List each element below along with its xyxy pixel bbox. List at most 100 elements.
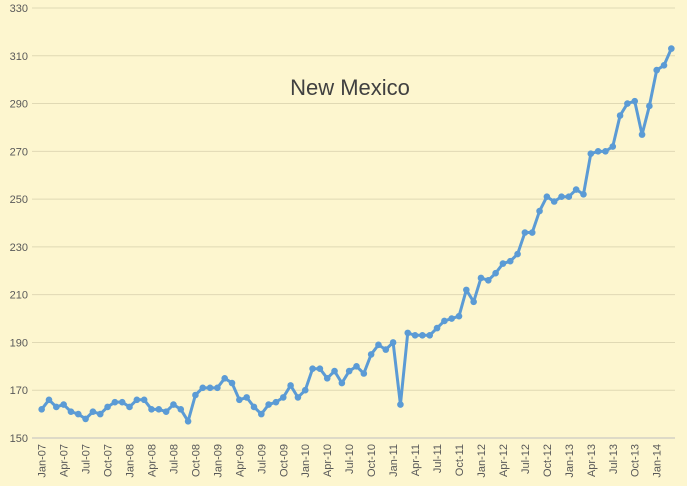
- data-point: [433, 324, 441, 332]
- data-point: [506, 257, 514, 265]
- data-point: [155, 406, 163, 413]
- x-tick-label: Oct-10: [366, 444, 378, 477]
- y-tick-label: 250: [10, 194, 28, 206]
- data-point: [521, 229, 529, 236]
- data-point: [104, 403, 111, 411]
- data-point: [148, 406, 155, 413]
- data-point: [536, 207, 543, 215]
- chart-title: New Mexico: [290, 75, 410, 100]
- data-point: [389, 339, 397, 346]
- data-point: [279, 394, 287, 401]
- y-tick-label: 170: [10, 385, 28, 397]
- x-tick-label: Jan-14: [652, 444, 664, 478]
- data-point: [133, 396, 141, 404]
- data-point: [441, 317, 448, 325]
- x-tick-label: Jan-08: [125, 444, 137, 478]
- data-point: [287, 382, 294, 389]
- data-point: [170, 401, 177, 408]
- data-point: [45, 396, 53, 404]
- data-point: [206, 384, 214, 392]
- data-point: [492, 269, 499, 277]
- data-point: [111, 398, 119, 406]
- data-point: [580, 191, 587, 198]
- data-point: [199, 384, 207, 392]
- x-tick-label: Jan-10: [300, 444, 312, 478]
- x-tick-label: Apr-08: [146, 444, 158, 477]
- data-point: [301, 386, 309, 394]
- x-tick-label: Apr-12: [498, 444, 510, 477]
- data-point: [243, 394, 250, 401]
- x-tick-label: Oct-09: [278, 444, 290, 477]
- data-point: [140, 396, 148, 404]
- x-tick-label: Oct-07: [103, 444, 115, 477]
- data-point: [353, 363, 360, 370]
- data-point: [514, 250, 521, 258]
- data-point: [477, 274, 485, 282]
- x-tick-label: Jul-08: [168, 444, 180, 474]
- data-point: [214, 384, 221, 392]
- data-point: [177, 406, 185, 413]
- x-tick-label: Apr-11: [410, 444, 422, 476]
- data-point: [228, 379, 236, 387]
- data-point: [602, 148, 609, 155]
- data-point: [265, 401, 272, 408]
- data-point: [316, 365, 324, 373]
- data-point: [323, 374, 331, 382]
- data-point: [653, 66, 660, 74]
- data-point: [397, 401, 404, 408]
- data-point: [426, 331, 434, 339]
- x-tick-label: Apr-10: [322, 444, 334, 477]
- data-point: [646, 102, 653, 110]
- data-point: [660, 62, 668, 69]
- data-point: [74, 410, 82, 418]
- x-tick-label: Jan-11: [388, 444, 400, 477]
- data-point: [309, 365, 316, 373]
- data-point: [558, 193, 565, 201]
- data-point: [470, 298, 477, 306]
- data-point: [38, 406, 45, 413]
- x-tick-label: Apr-09: [234, 444, 246, 477]
- x-tick-label: Oct-08: [190, 444, 202, 477]
- y-tick-label: 310: [10, 51, 28, 63]
- data-point: [419, 331, 426, 339]
- y-tick-label: 270: [10, 146, 28, 158]
- data-point: [360, 370, 368, 377]
- x-tick-label: Jul-11: [432, 444, 444, 473]
- x-tick-label: Jul-10: [344, 444, 356, 474]
- data-point: [631, 97, 639, 105]
- data-point: [528, 229, 536, 236]
- data-point: [184, 417, 192, 425]
- x-tick-label: Oct-12: [542, 444, 554, 477]
- data-point: [294, 394, 302, 401]
- y-tick-label: 330: [10, 3, 28, 15]
- data-point: [331, 367, 338, 375]
- x-tick-label: Jan-09: [212, 444, 224, 478]
- y-tick-label: 190: [10, 337, 28, 349]
- x-tick-label: Jul-09: [256, 444, 268, 474]
- data-point: [60, 401, 67, 408]
- data-point: [250, 403, 258, 411]
- x-tick-label: Jan-07: [37, 444, 49, 478]
- x-tick-label: Jul-12: [520, 444, 532, 474]
- data-point: [594, 148, 602, 155]
- data-point: [258, 410, 265, 418]
- x-tick-label: Jul-07: [81, 444, 93, 474]
- data-point: [53, 403, 60, 411]
- data-point: [367, 351, 375, 358]
- data-point: [455, 312, 463, 320]
- data-point: [375, 341, 382, 349]
- data-point: [118, 398, 126, 406]
- y-tick-label: 150: [10, 433, 28, 445]
- data-point: [338, 379, 346, 387]
- data-point: [638, 131, 646, 138]
- data-point: [463, 286, 470, 294]
- data-point: [382, 346, 390, 353]
- data-point: [484, 277, 492, 284]
- data-point: [616, 112, 624, 119]
- x-tick-label: Apr-13: [586, 444, 598, 477]
- y-tick-label: 230: [10, 242, 28, 254]
- x-tick-label: Oct-13: [630, 444, 642, 477]
- data-point: [404, 329, 412, 337]
- data-point: [192, 391, 199, 399]
